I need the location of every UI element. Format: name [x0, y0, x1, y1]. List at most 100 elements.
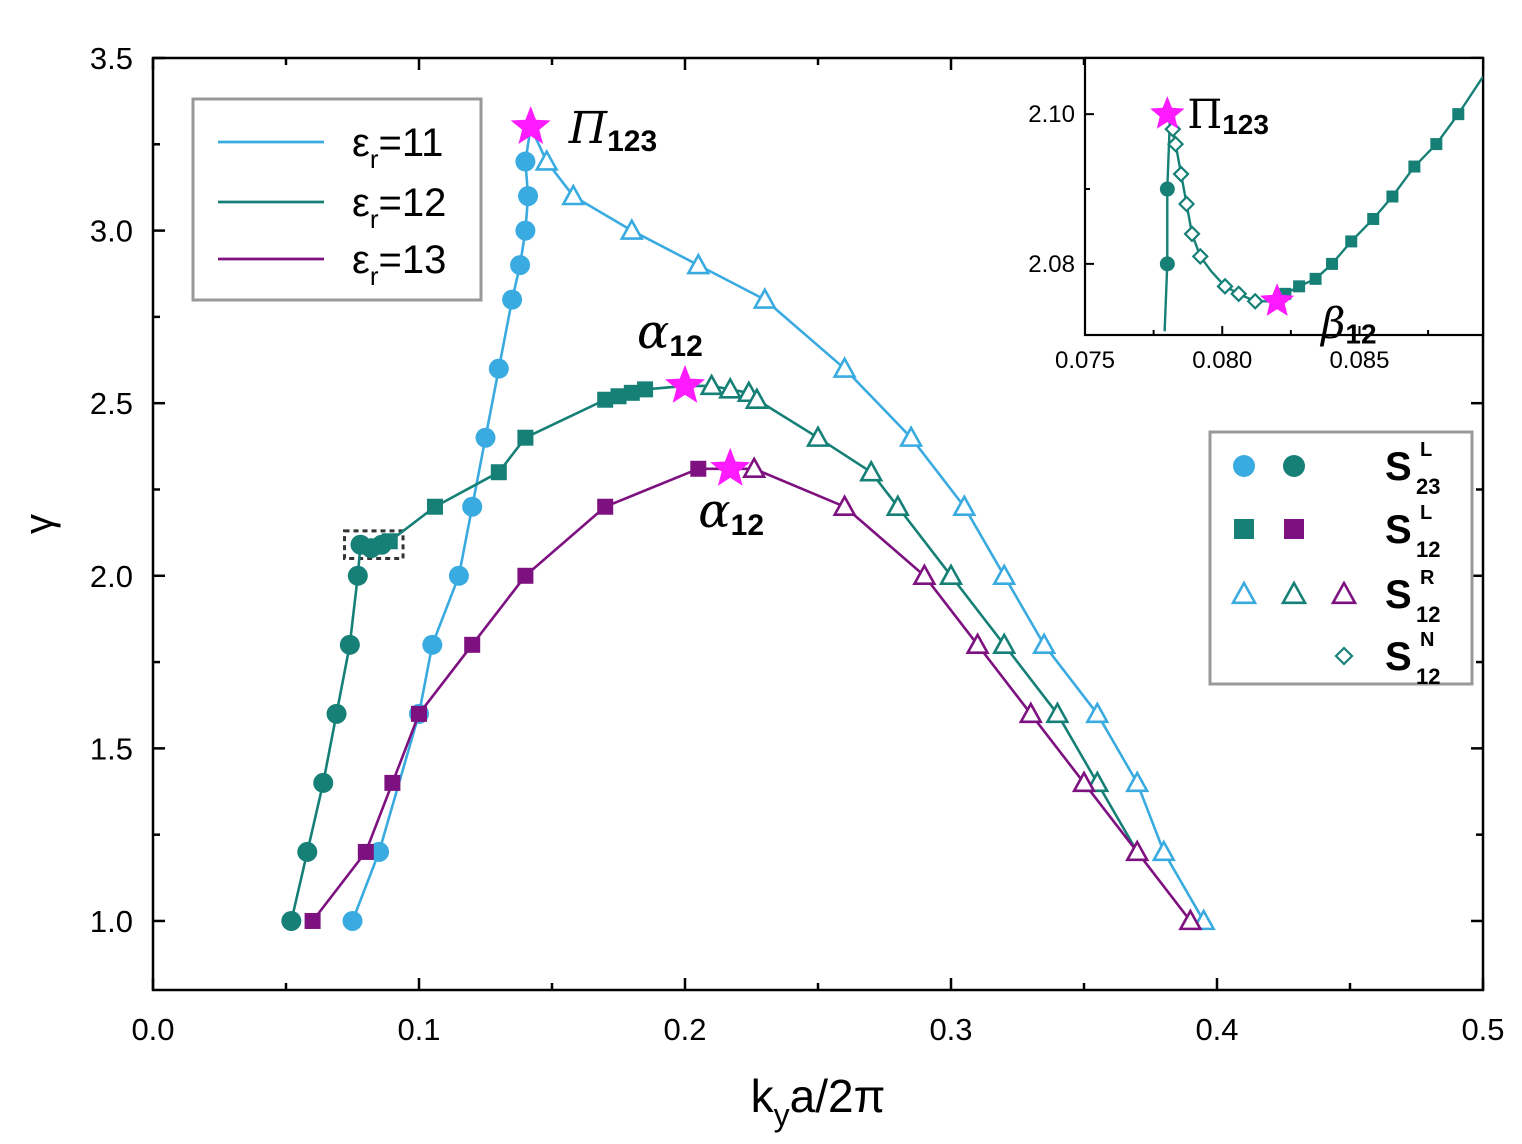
legend-label: εr=13: [352, 238, 446, 291]
symbol-legend-base: S: [1385, 508, 1412, 552]
legend-label-sub: r: [370, 144, 379, 174]
inset-y-tick-label: 2.10: [1028, 101, 1075, 128]
legend-label: εr=11: [352, 121, 443, 174]
data-point-square: [381, 533, 398, 550]
legend-symbol-circle: [1233, 455, 1255, 477]
data-point-square: [304, 912, 321, 929]
data-point-triangle: [619, 218, 644, 240]
data-point-triangle: [805, 425, 831, 447]
inset-point-square: [1408, 160, 1421, 173]
data-point-circle: [448, 565, 469, 586]
inset-point-diamond: [1183, 225, 1201, 243]
symbol-legend-label: S 12 L: [1385, 502, 1440, 562]
data-point-triangle: [699, 373, 724, 396]
data-point-triangle: [1018, 701, 1043, 724]
inset-point-square: [1452, 108, 1465, 121]
legend-label-base: ε: [352, 238, 370, 282]
series-e12: [281, 373, 1139, 931]
inset-series: [1159, 76, 1483, 332]
data-point-triangle: [744, 387, 769, 409]
symbol-legend-sup: L: [1420, 502, 1432, 524]
inset-star-label-base: Π: [1187, 92, 1222, 138]
data-point-triangle: [534, 148, 559, 171]
main-plot: 0.0 0.1 0.2 0.3 0.4 0.5 1.0 1.5 2.0 2.5 3.0 3.5 kya/…: [17, 41, 1505, 1133]
data-point-triangle: [686, 252, 711, 275]
x-axis-label: kya/2π: [751, 1070, 886, 1133]
legend-symbol-tri: [1330, 580, 1358, 605]
data-point-triangle: [859, 459, 884, 482]
inset-point-square: [1293, 280, 1306, 293]
inset-point-square: [1309, 272, 1322, 285]
data-point-circle: [515, 151, 536, 172]
symbol-legend-sub: 12: [1416, 602, 1440, 627]
data-point-triangle: [885, 494, 910, 516]
data-point-circle: [488, 358, 509, 379]
inset-point-circle: [1159, 256, 1175, 272]
data-point-circle: [518, 186, 539, 207]
inset-point-square: [1367, 212, 1380, 225]
data-point-square: [464, 636, 481, 653]
symbol-legend-sup: N: [1420, 629, 1434, 651]
series-line: [351, 122, 1205, 922]
series-e11: [342, 122, 1216, 931]
data-point-circle: [422, 634, 443, 655]
star-label-base: Π: [568, 103, 609, 154]
legend-label-value: =11: [379, 121, 444, 165]
critical-point-star: [710, 447, 751, 486]
legend-label-base: ε: [352, 121, 370, 165]
star-label-base: α: [637, 304, 669, 360]
inset-critical-point-star: [1150, 96, 1185, 129]
x-axis-label-sub: y: [774, 1097, 790, 1133]
data-point-circle: [515, 220, 536, 241]
data-point-triangle: [1045, 701, 1070, 724]
data-point-square: [490, 464, 507, 481]
inset-star-label: Π123: [1187, 92, 1269, 140]
legend-symbol-square: [1234, 519, 1254, 539]
data-point-triangle: [1125, 770, 1150, 793]
legend-label-sub: r: [370, 261, 379, 291]
symbol-legend-label: S 12 R: [1385, 567, 1440, 627]
data-point-triangle: [1178, 908, 1203, 931]
symbol-legend-box: [1208, 430, 1474, 686]
legend-symbol-diamond: [1334, 646, 1354, 666]
data-point-circle: [313, 772, 334, 793]
data-point-square: [637, 381, 654, 398]
legend-label-value: =13: [379, 238, 447, 282]
data-point-triangle: [561, 183, 586, 206]
symbol-legend-sub: 12: [1416, 537, 1440, 562]
inset-star-label-base: β: [1319, 298, 1345, 347]
y-tick-label: 2.0: [90, 559, 133, 594]
inset-y-tick-label: 2.08: [1028, 251, 1075, 278]
star-label: Π123: [568, 103, 657, 158]
inset-point-square: [1430, 138, 1443, 151]
inset-x-tick-label: 0.080: [1192, 347, 1252, 374]
y-tick-label: 3.5: [90, 41, 133, 76]
inset-point-diamond: [1178, 195, 1196, 213]
symbol-legend-label: S 12 N: [1385, 629, 1440, 689]
inset-point-diamond: [1216, 277, 1234, 295]
data-point-triangle: [752, 287, 777, 309]
symbol-legend-sup: L: [1420, 439, 1432, 461]
data-point-circle: [475, 427, 496, 448]
x-tick-label: 0.4: [1195, 1012, 1238, 1047]
star-label-base: α: [698, 483, 730, 539]
data-point-circle: [326, 703, 347, 724]
inset-x-tick-label: 0.085: [1329, 347, 1389, 374]
data-point-triangle: [1031, 632, 1057, 655]
legend-symbol-square: [1284, 519, 1304, 539]
inset-point-square: [1326, 257, 1339, 270]
data-point-triangle: [1085, 701, 1110, 724]
series-e13: [304, 456, 1203, 931]
data-point-triangle: [1071, 770, 1097, 793]
x-tick-label: 0.2: [663, 1012, 706, 1047]
inset-x-tick-label: 0.075: [1055, 347, 1115, 374]
data-point-square: [426, 498, 443, 515]
star-label-sub: 12: [731, 509, 764, 542]
data-point-triangle: [742, 456, 767, 478]
inset-point-square: [1345, 235, 1358, 248]
data-point-square: [610, 388, 627, 405]
inset-point-diamond: [1191, 247, 1209, 265]
